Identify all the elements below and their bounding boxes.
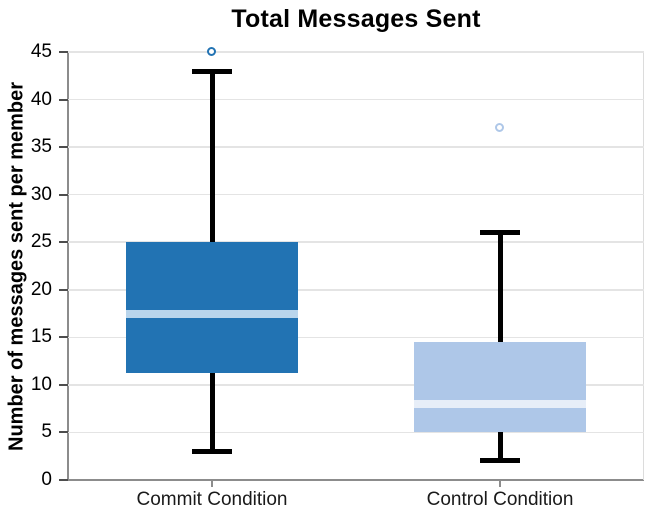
x-tick-label-commit-condition: Commit Condition — [136, 489, 288, 510]
whisker-cap-low-control-condition — [480, 458, 520, 464]
y-tick-label: 15 — [30, 326, 52, 348]
y-tick — [59, 146, 68, 149]
gridline — [68, 146, 644, 148]
y-tick — [59, 193, 68, 196]
x-tick-label-control-condition: Control Condition — [426, 489, 574, 510]
box-commit-condition — [125, 242, 299, 373]
y-tick-label: 45 — [30, 41, 52, 62]
y-tick — [59, 288, 68, 291]
y-tick — [59, 241, 68, 244]
y-tick-label: 0 — [41, 469, 52, 490]
median-line-commit-condition — [125, 309, 299, 318]
gridline — [68, 51, 644, 53]
chart-title: Total Messages Sent — [231, 5, 481, 33]
whisker-line-low-commit-condition — [209, 373, 215, 452]
y-tick-label: 20 — [30, 278, 52, 300]
y-tick-label: 25 — [30, 231, 52, 253]
plot-right-border — [642, 52, 644, 480]
y-tick — [59, 336, 68, 339]
x-tick-control-condition — [499, 480, 501, 487]
whisker-cap-low-commit-condition — [192, 448, 232, 454]
gridline — [68, 241, 644, 243]
y-tick-label: 10 — [30, 373, 52, 395]
y-tick — [59, 51, 68, 53]
gridline — [68, 336, 644, 339]
whisker-cap-high-control-condition — [480, 230, 520, 236]
y-axis-line — [66, 52, 69, 481]
gridline — [68, 431, 644, 434]
y-tick-label: 5 — [41, 421, 52, 443]
whisker-line-high-control-condition — [497, 232, 503, 343]
y-tick-label: 30 — [30, 183, 52, 205]
gridline — [68, 193, 644, 196]
y-axis-label: Number of messages sent per member — [5, 81, 28, 451]
x-tick-commit-condition — [211, 480, 213, 487]
y-tick — [59, 431, 68, 434]
outlier-point-commit-condition — [207, 47, 216, 56]
gridline — [68, 289, 644, 291]
y-tick-label: 35 — [30, 136, 52, 158]
whisker-cap-high-commit-condition — [192, 68, 232, 74]
median-line-control-condition — [413, 399, 587, 408]
whisker-line-high-commit-condition — [209, 71, 215, 243]
y-tick-label: 40 — [30, 88, 52, 110]
y-tick — [59, 479, 68, 481]
gridline — [68, 384, 644, 386]
y-tick — [59, 383, 68, 386]
gridline — [68, 98, 644, 101]
box-control-condition — [413, 342, 587, 433]
outlier-point-control-condition — [495, 123, 504, 133]
x-axis-line — [66, 479, 644, 481]
y-tick — [59, 98, 68, 101]
whisker-line-low-control-condition — [497, 432, 503, 461]
